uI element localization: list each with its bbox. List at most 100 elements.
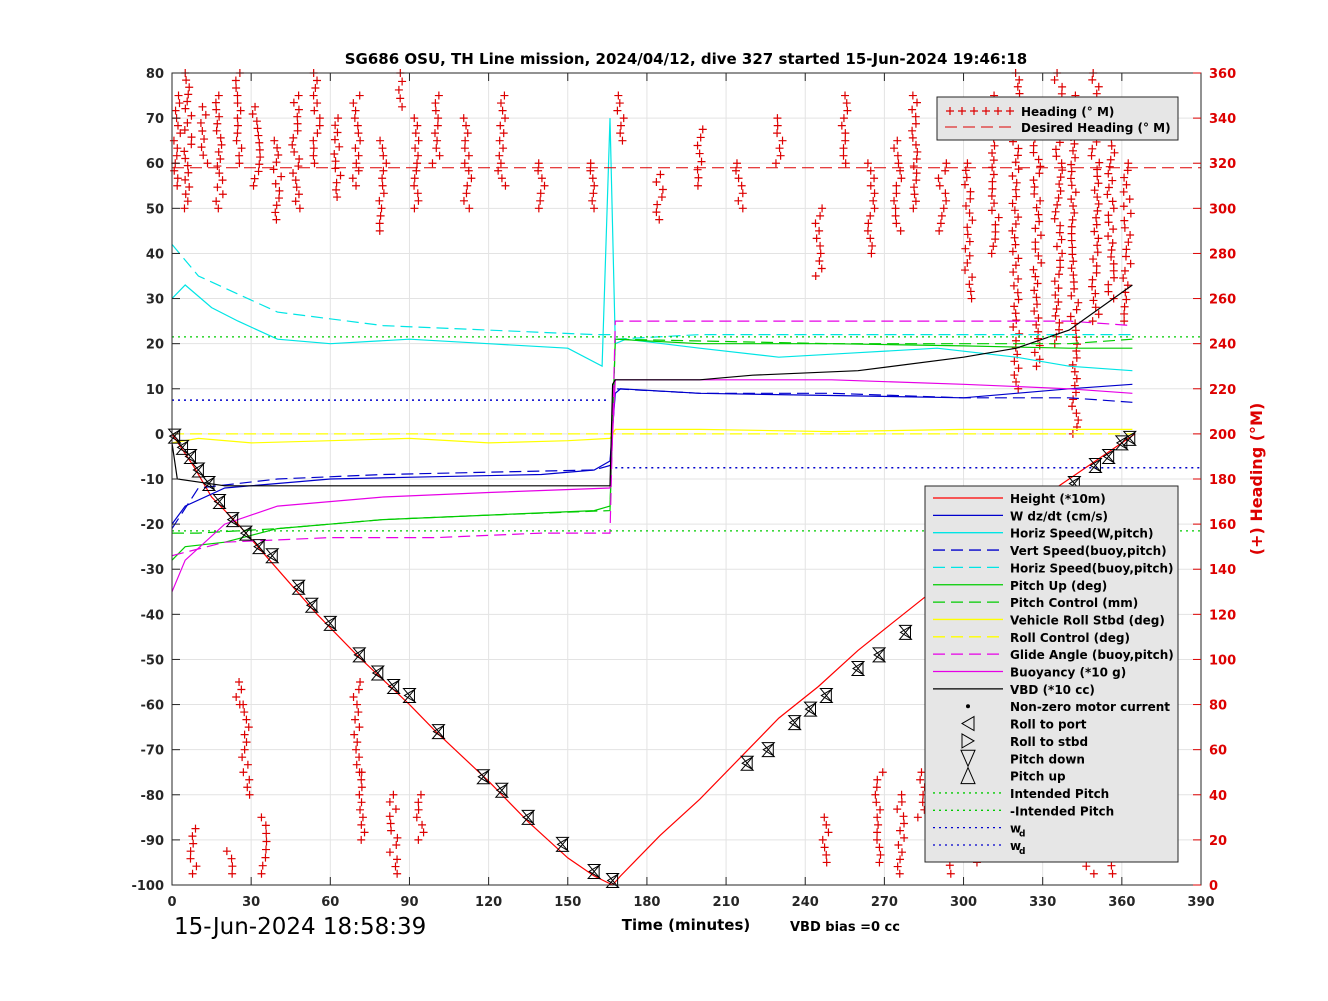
y2-tick-label: 280: [1209, 247, 1236, 262]
heading-marker: [588, 174, 597, 183]
heading-marker: [1089, 255, 1098, 264]
roll-marker: [353, 648, 365, 662]
heading-marker: [1068, 243, 1077, 252]
heading-marker: [990, 141, 999, 150]
heading-marker: [695, 149, 704, 158]
heading-marker: [460, 159, 469, 168]
heading-marker: [1055, 228, 1064, 237]
heading-marker: [414, 835, 423, 844]
heading-marker: [357, 775, 366, 784]
heading-marker: [910, 190, 919, 199]
heading-marker: [773, 129, 782, 138]
heading-marker: [391, 862, 400, 871]
heading-marker: [1093, 193, 1102, 202]
heading-marker: [242, 738, 251, 747]
heading-marker: [863, 159, 872, 168]
y-tick-label: 10: [146, 383, 164, 398]
heading-marker: [235, 151, 244, 160]
heading-marker: [1119, 202, 1128, 211]
y2-tick-label: 40: [1209, 789, 1227, 804]
heading-marker: [1011, 240, 1020, 249]
heading-marker: [966, 187, 975, 196]
heading-marker: [351, 715, 360, 724]
heading-marker: [211, 98, 220, 107]
heading-marker: [912, 98, 921, 107]
roll-marker: [403, 688, 415, 703]
heading-marker: [652, 208, 661, 217]
heading-marker: [870, 204, 879, 213]
heading-marker: [377, 204, 386, 213]
heading-marker: [261, 845, 270, 854]
y-tick-label: -10: [141, 473, 165, 488]
pitch-marker: [1101, 448, 1116, 464]
heading-marker: [908, 133, 917, 142]
heading-marker: [1088, 144, 1097, 153]
heading-marker: [181, 190, 190, 199]
heading-marker: [1029, 148, 1038, 157]
heading-marker: [1067, 229, 1076, 238]
heading-marker: [187, 140, 196, 149]
heading-marker: [495, 136, 504, 145]
legend-main-label: Non-zero motor current: [1010, 700, 1170, 714]
series-line-7: [171, 428, 1133, 444]
heading-marker: [988, 177, 997, 186]
heading-marker: [376, 211, 385, 220]
heading-marker: [590, 181, 599, 190]
heading-marker: [360, 828, 369, 837]
heading-marker: [392, 841, 401, 850]
heading-marker: [228, 862, 237, 871]
series-line-10: [171, 379, 1133, 593]
heading-marker: [1069, 277, 1078, 286]
heading-marker: [255, 138, 264, 147]
heading-marker: [876, 850, 885, 859]
heading-marker: [875, 858, 884, 867]
heading-marker: [871, 790, 880, 799]
heading-marker: [245, 775, 254, 784]
heading-marker: [1030, 189, 1039, 198]
legend-heading-symbol: [970, 107, 978, 115]
heading-marker: [1067, 222, 1076, 231]
heading-marker: [1031, 224, 1040, 233]
heading-marker: [432, 144, 441, 153]
y-tick-label: -70: [141, 744, 165, 759]
heading-marker: [1032, 362, 1041, 371]
heading-marker: [357, 820, 366, 829]
pitch-marker: [803, 701, 818, 717]
heading-marker: [963, 230, 972, 239]
heading-marker: [590, 204, 599, 213]
heading-marker: [657, 193, 666, 202]
axis-layer: 0 30 60 90 120 150 180 210 240 270 300 330 360 390807…: [131, 67, 1236, 910]
pitch-marker: [898, 624, 913, 640]
heading-marker: [1070, 367, 1079, 376]
y-tick-label: 20: [146, 338, 164, 353]
heading-marker: [909, 162, 918, 171]
heading-marker: [385, 797, 394, 806]
roll-marker: [168, 429, 181, 444]
pitch-marker: [521, 809, 536, 825]
heading-marker: [824, 828, 833, 837]
heading-marker: [1030, 183, 1039, 192]
roll-marker: [852, 661, 864, 676]
heading-marker: [866, 166, 875, 175]
heading-marker: [1072, 409, 1081, 418]
heading-marker: [1089, 869, 1098, 878]
heading-marker: [818, 204, 827, 213]
heading-marker: [619, 114, 628, 123]
heading-marker: [171, 106, 180, 115]
heading-marker: [1012, 178, 1021, 187]
legend-main-label: Vert Speed(buoy,pitch): [1010, 544, 1167, 558]
y-tick-label: -30: [141, 563, 165, 578]
heading-marker: [292, 183, 301, 192]
heading-marker: [988, 148, 997, 157]
heading-marker: [1068, 146, 1077, 155]
heading-marker: [1054, 298, 1063, 307]
heading-marker: [1056, 221, 1065, 230]
heading-marker: [199, 151, 208, 160]
heading-marker: [254, 131, 263, 140]
heading-marker: [257, 869, 266, 878]
x-tick-label: 270: [871, 895, 898, 910]
heading-marker: [232, 693, 241, 702]
heading-marker: [869, 196, 878, 205]
heading-marker: [173, 144, 182, 153]
roll-marker: [253, 539, 265, 554]
